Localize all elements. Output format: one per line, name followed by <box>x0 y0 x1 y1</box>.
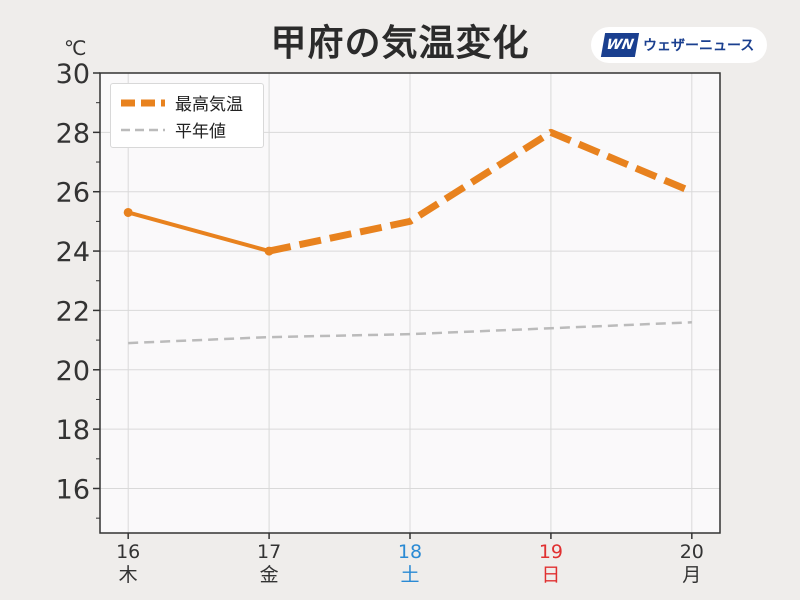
data-point-max-temp <box>123 207 133 217</box>
y-tick-label: 18 <box>56 415 90 446</box>
y-tick-label: 28 <box>56 118 90 149</box>
y-tick-label: 20 <box>56 356 90 387</box>
legend: 最高気温 平年値 <box>110 83 264 148</box>
plot-frame <box>99 72 721 534</box>
y-axis-unit: ℃ <box>64 36 87 60</box>
legend-label-max-temp: 最高気温 <box>175 95 243 115</box>
y-tick-label: 22 <box>56 296 90 327</box>
y-tick-label: 16 <box>56 474 90 505</box>
series-line-max-temp-forecast <box>268 128 694 255</box>
y-tick-label: 24 <box>56 237 90 268</box>
x-tick-label: 17 <box>257 541 281 563</box>
series-line-max-temp-observed <box>127 210 270 253</box>
x-weekday-label: 日 <box>541 564 560 586</box>
legend-swatch-max-temp <box>121 99 165 106</box>
brand-badge: WN ウェザーニュース <box>591 27 767 63</box>
x-weekday-label: 月 <box>682 564 701 586</box>
y-tick-label: 26 <box>56 178 90 209</box>
x-tick-label: 20 <box>680 541 704 563</box>
x-tick-label: 18 <box>398 541 422 563</box>
legend-swatch-normal <box>121 128 165 131</box>
brand-name: ウェザーニュース <box>643 38 755 54</box>
x-weekday-label: 土 <box>400 564 419 586</box>
x-weekday-label: 木 <box>119 564 138 586</box>
data-point-max-temp <box>264 246 274 256</box>
chart-title: 甲府の気温変化 <box>270 23 530 64</box>
y-tick-label: 30 <box>56 59 90 90</box>
legend-label-normal: 平年値 <box>175 122 226 142</box>
x-tick-label: 19 <box>539 541 563 563</box>
x-tick-label: 16 <box>116 541 140 563</box>
legend-item-max-temp: 最高気温 <box>119 90 243 115</box>
series-line-normal <box>128 321 692 345</box>
legend-item-normal: 平年値 <box>119 117 226 142</box>
x-weekday-label: 金 <box>260 564 279 586</box>
